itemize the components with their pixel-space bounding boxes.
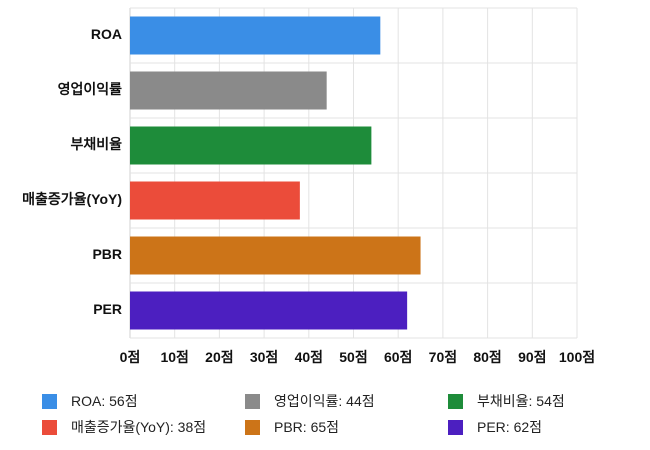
bar (130, 126, 372, 165)
legend-item: PER: 62점 (448, 418, 542, 436)
legend-label: PER: 62점 (477, 419, 543, 435)
legend-swatch (42, 419, 57, 435)
category-label: PER (93, 301, 122, 317)
x-tick-label: 100점 (559, 349, 595, 365)
bar (130, 291, 408, 330)
legend-swatch (448, 393, 463, 409)
legend-item: 매출증가율(YoY): 38점 (42, 418, 206, 436)
bar (130, 181, 300, 220)
x-tick-label: 90점 (518, 349, 546, 365)
bar (130, 71, 327, 110)
legend-swatch (245, 419, 260, 435)
legend-label: 부채비율: 54점 (477, 393, 565, 409)
x-tick-label: 30점 (250, 349, 278, 365)
legend-label: 매출증가율(YoY): 38점 (71, 419, 207, 435)
legend-item: PBR: 65점 (245, 418, 339, 436)
category-label: 영업이익률 (58, 81, 123, 97)
x-tick-label: 70점 (429, 349, 457, 365)
legend-swatch (42, 393, 57, 409)
legend-label: ROA: 56점 (71, 393, 138, 409)
x-tick-label: 80점 (473, 349, 501, 365)
bar (130, 236, 421, 275)
x-tick-label: 20점 (205, 349, 233, 365)
category-label: 매출증가율(YoY) (22, 191, 122, 207)
category-label: 부채비율 (70, 136, 122, 152)
legend-label: 영업이익률: 44점 (274, 393, 375, 409)
x-tick-label: 10점 (160, 349, 188, 365)
x-tick-label: 50점 (339, 349, 367, 365)
bar (130, 16, 381, 55)
legend-item: 영업이익률: 44점 (245, 392, 375, 410)
category-label: ROA (91, 26, 122, 42)
legend-item: 부채비율: 54점 (448, 392, 565, 410)
category-label: PBR (92, 246, 122, 262)
x-tick-label: 40점 (295, 349, 323, 365)
x-tick-label: 0점 (120, 349, 141, 365)
legend-item: ROA: 56점 (42, 392, 138, 410)
legend-swatch (245, 393, 260, 409)
legend-label: PBR: 65점 (274, 419, 340, 435)
x-tick-label: 60점 (384, 349, 412, 365)
legend-swatch (448, 419, 463, 435)
